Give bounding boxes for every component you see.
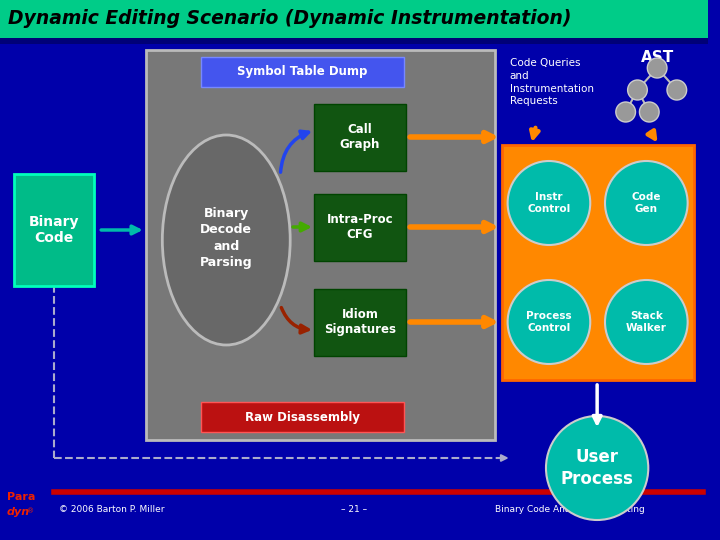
Text: Instr
Control: Instr Control bbox=[527, 192, 570, 214]
Text: Dynamic Editing Scenario (Dynamic Instrumentation): Dynamic Editing Scenario (Dynamic Instru… bbox=[8, 10, 572, 29]
FancyBboxPatch shape bbox=[145, 50, 495, 440]
FancyBboxPatch shape bbox=[14, 174, 94, 286]
Text: Idiom
Signatures: Idiom Signatures bbox=[324, 308, 396, 336]
FancyBboxPatch shape bbox=[502, 145, 693, 380]
Text: © 2006 Barton P. Miller: © 2006 Barton P. Miller bbox=[59, 505, 165, 515]
Text: dyn: dyn bbox=[7, 507, 30, 517]
FancyBboxPatch shape bbox=[201, 402, 405, 432]
FancyBboxPatch shape bbox=[314, 104, 406, 171]
Text: Binary
Code: Binary Code bbox=[29, 215, 79, 245]
Circle shape bbox=[508, 280, 590, 364]
FancyBboxPatch shape bbox=[201, 57, 405, 87]
Text: Call
Graph: Call Graph bbox=[340, 123, 380, 151]
Text: Para: Para bbox=[7, 492, 35, 502]
Text: Symbol Table Dump: Symbol Table Dump bbox=[237, 65, 367, 78]
FancyBboxPatch shape bbox=[0, 38, 708, 44]
Text: AST: AST bbox=[641, 50, 674, 65]
Circle shape bbox=[647, 58, 667, 78]
Text: Code Queries
and
Instrumentation
Requests: Code Queries and Instrumentation Request… bbox=[510, 58, 593, 106]
Text: Raw Disassembly: Raw Disassembly bbox=[245, 410, 359, 423]
Circle shape bbox=[628, 80, 647, 100]
Circle shape bbox=[546, 416, 648, 520]
Text: ®: ® bbox=[27, 508, 34, 514]
Text: Intra-Proc
CFG: Intra-Proc CFG bbox=[327, 213, 393, 241]
Circle shape bbox=[616, 102, 636, 122]
Text: User
Process: User Process bbox=[561, 448, 634, 488]
Circle shape bbox=[639, 102, 659, 122]
Circle shape bbox=[667, 80, 687, 100]
Circle shape bbox=[605, 161, 688, 245]
Text: – 21 –: – 21 – bbox=[341, 505, 367, 515]
Text: Code
Gen: Code Gen bbox=[631, 192, 661, 214]
Text: Binary
Decode
and
Parsing: Binary Decode and Parsing bbox=[200, 207, 253, 269]
Ellipse shape bbox=[162, 135, 290, 345]
FancyBboxPatch shape bbox=[314, 194, 406, 261]
Text: Binary Code Analysis and Editing: Binary Code Analysis and Editing bbox=[495, 505, 644, 515]
Text: Stack
Walker: Stack Walker bbox=[626, 311, 667, 333]
Text: Process
Control: Process Control bbox=[526, 311, 572, 333]
FancyBboxPatch shape bbox=[314, 289, 406, 356]
Circle shape bbox=[508, 161, 590, 245]
FancyBboxPatch shape bbox=[0, 0, 708, 38]
Circle shape bbox=[605, 280, 688, 364]
